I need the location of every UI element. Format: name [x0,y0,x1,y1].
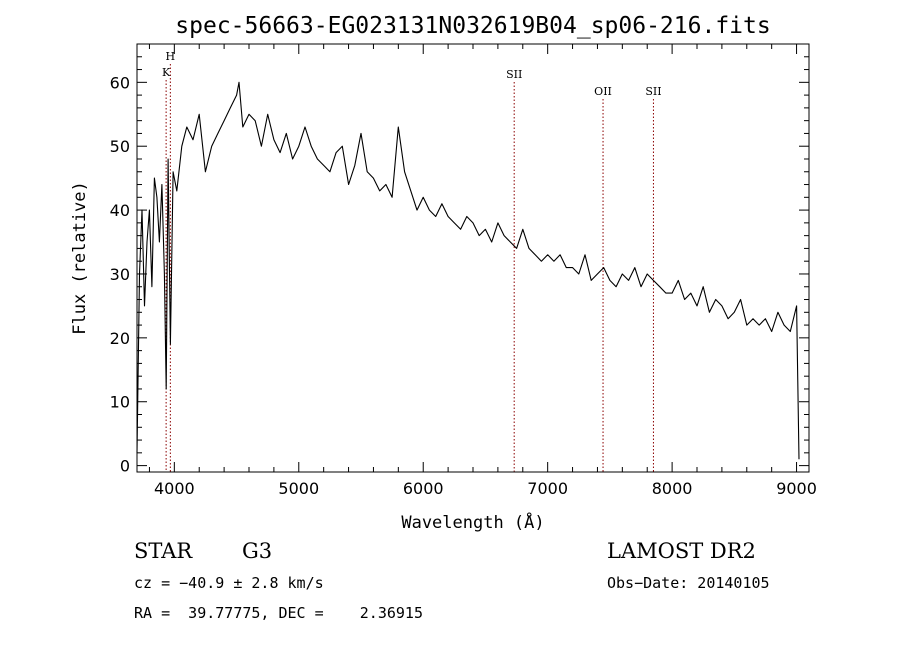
obs-date-readout: Obs−Date: 20140105 [607,574,770,592]
x-tick-label: 7000 [527,479,568,498]
y-tick-label: 20 [110,329,130,348]
x-tick-label: 8000 [652,479,693,498]
y-tick-label: 40 [110,201,130,220]
chart-title: spec-56663-EG023131N032619B04_sp06-216.f… [175,13,770,39]
y-axis-title: Flux (relative) [70,181,90,335]
marker-label: SII [506,68,522,81]
x-tick-label: 5000 [278,479,319,498]
x-axis: 4000 5000 6000 7000 8000 9000 [148,44,817,498]
marker-label: OII [594,85,612,98]
y-tick-label: 50 [110,137,130,156]
y-tick-label: 60 [110,73,130,92]
marker-label: SII [645,85,661,98]
x-tick-label: 4000 [154,479,195,498]
coordinates-readout: RA = 39.77775, DEC = 2.36915 [134,604,423,622]
y-tick-label: 0 [120,457,130,476]
y-tick-label: 10 [110,393,130,412]
marker-label: K [162,66,171,79]
y-tick-label: 30 [110,265,130,284]
y-axis: 0 10 20 30 40 50 60 [110,43,809,476]
marker-label: H [166,50,176,63]
cz-readout: cz = −40.9 ± 2.8 km/s [134,574,324,592]
emission-line-markers: HK SII OII SII [162,50,662,472]
survey-label: LAMOST DR2 [607,539,756,563]
object-class-label: STAR [134,539,193,563]
subclass-label: G3 [242,539,273,563]
x-tick-label: 6000 [403,479,444,498]
spectrum-series-line [136,81,800,460]
plot-frame [136,43,810,473]
x-tick-label: 9000 [776,479,817,498]
x-axis-title: Wavelength (Å) [401,511,544,533]
